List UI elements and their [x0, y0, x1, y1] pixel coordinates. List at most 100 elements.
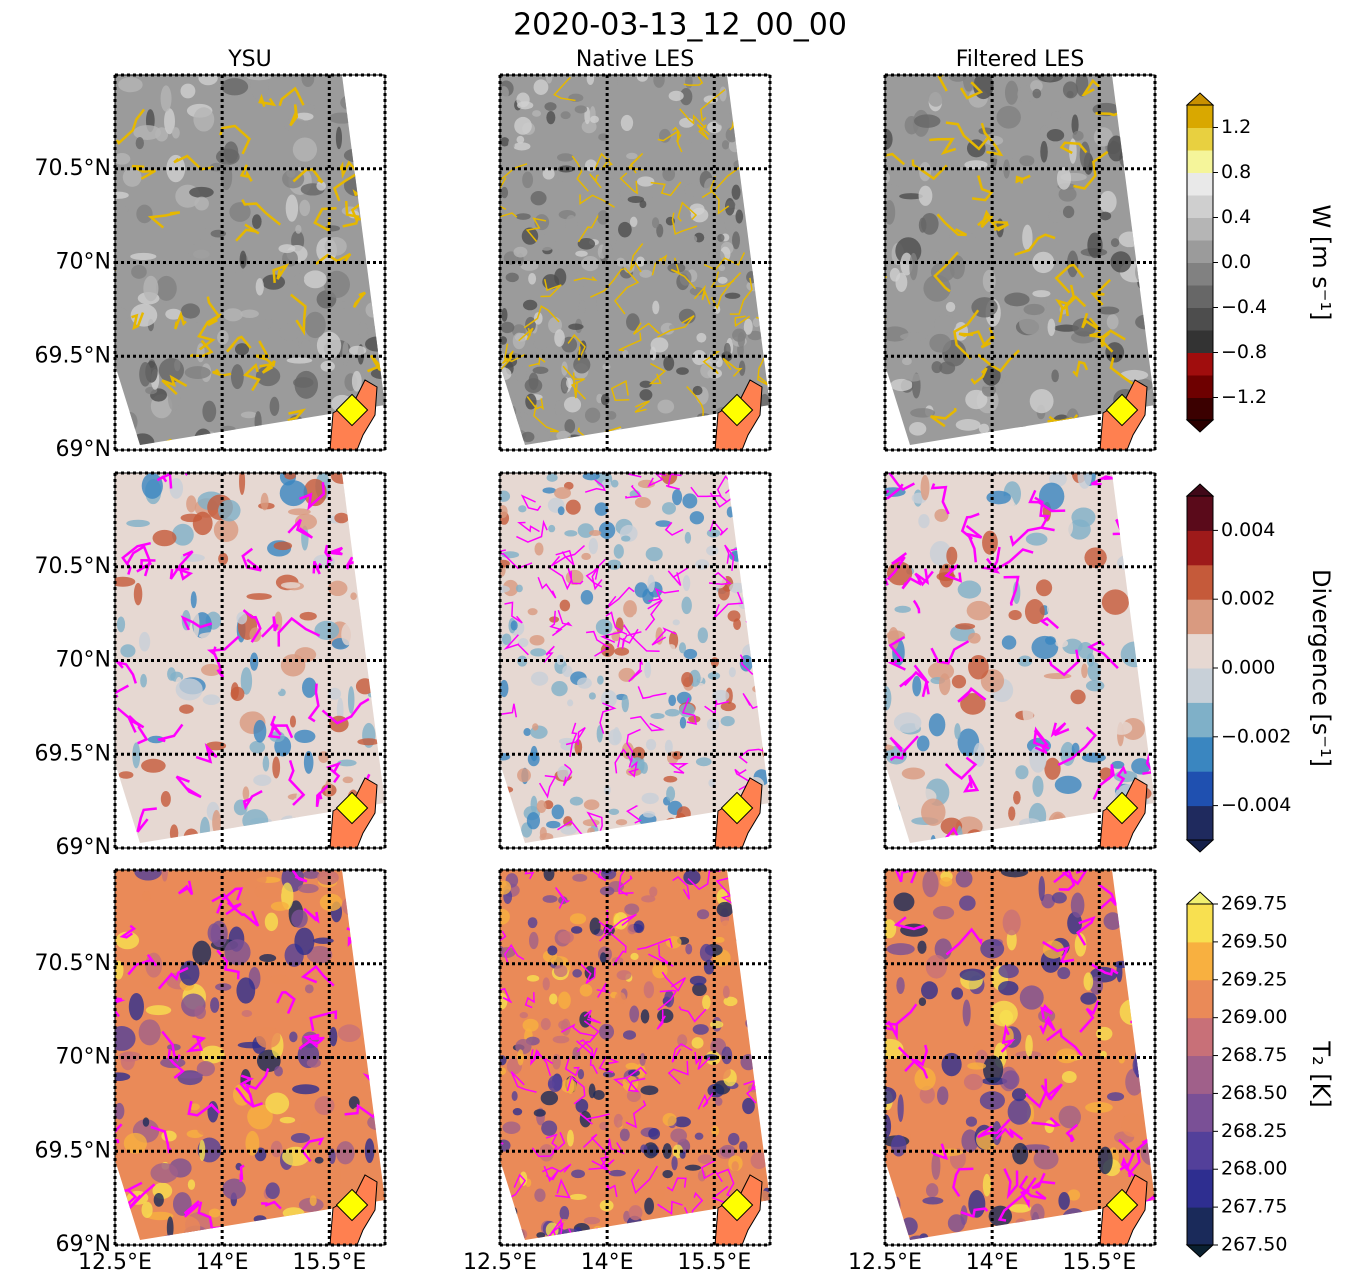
field-blob [542, 487, 557, 494]
field-blob [1029, 746, 1047, 773]
field-blob [539, 1144, 554, 1162]
field-blob [285, 194, 299, 222]
field-blob [269, 396, 280, 416]
field-blob [583, 1216, 601, 1225]
field-blob [1118, 480, 1134, 499]
field-blob [700, 362, 716, 379]
contour-line [701, 1159, 723, 1183]
field-blob [367, 928, 381, 936]
field-blob [171, 127, 180, 139]
field-blob [215, 983, 232, 991]
contour-line [944, 563, 962, 583]
field-blob [134, 870, 162, 881]
field-blob [931, 361, 943, 374]
field-blob [626, 1089, 641, 1103]
colorbar-segment [1187, 1055, 1213, 1094]
field-blob [355, 678, 375, 695]
field-blob [143, 275, 159, 302]
field-blob [167, 667, 176, 681]
field-blob [253, 719, 267, 743]
field-blob [1137, 276, 1146, 289]
contour-line [710, 271, 735, 288]
field-blob [222, 1178, 246, 1200]
field-blob [246, 593, 272, 600]
contour-line [542, 1163, 572, 1173]
field-blob [755, 1026, 769, 1044]
field-blob [964, 160, 988, 170]
contour-line [960, 1207, 989, 1219]
field-blob [1110, 721, 1133, 735]
field-blob [723, 342, 731, 357]
field-blob [202, 400, 217, 423]
contour-line [885, 309, 887, 338]
field-blob [129, 610, 153, 626]
contour-line [1079, 1000, 1100, 1033]
field-blob [684, 1164, 701, 1171]
field-blob [500, 321, 515, 334]
field-blob [304, 311, 326, 339]
field-blob [980, 669, 1005, 693]
colorbar-segment [1187, 633, 1213, 669]
field-blob [221, 78, 249, 96]
field-blob [1068, 519, 1091, 540]
contour-line [1033, 729, 1050, 756]
field-blob [672, 619, 680, 626]
field-blob [299, 199, 311, 217]
contour-line [677, 201, 698, 222]
field-blob [537, 429, 550, 445]
colorbar-tick-label: −0.004 [1221, 794, 1291, 816]
contour-line [981, 548, 1034, 571]
station-marker [1105, 791, 1139, 825]
field-blob [639, 1053, 646, 1066]
contour-line [1020, 1177, 1037, 1209]
field-blob [365, 302, 381, 318]
field-blob [1028, 802, 1047, 830]
contour-line [931, 1143, 949, 1161]
field-blob [600, 393, 610, 406]
field-blob [1058, 186, 1077, 202]
field-blob [1033, 1148, 1059, 1170]
field-blob [954, 723, 961, 740]
colorbar-extend-low [1185, 1244, 1215, 1258]
field-blob [583, 799, 600, 811]
field-blob [160, 790, 171, 807]
colorbar-frame [1186, 903, 1214, 1246]
contour-line [588, 1159, 615, 1171]
contour-line [261, 616, 279, 638]
contour-line [131, 312, 145, 331]
field-blob [337, 1024, 361, 1043]
contour-line [576, 1040, 598, 1075]
field-blob [738, 525, 756, 543]
colorbar-segment [1187, 736, 1213, 772]
contour-line [1025, 1078, 1048, 1109]
field-blob [293, 377, 314, 388]
field-blob [500, 992, 508, 1010]
field-blob [513, 246, 528, 258]
field-blob [587, 827, 595, 836]
field-blob [717, 233, 725, 242]
field-blob [505, 272, 519, 283]
field-blob [175, 1072, 204, 1079]
field-blob [1014, 1227, 1031, 1240]
contour-line [1059, 141, 1088, 155]
field-blob [922, 870, 939, 898]
field-blob [557, 765, 570, 781]
x-tick-label: 14°E [966, 1250, 1019, 1275]
field-blob [1071, 114, 1079, 135]
field-blob [668, 694, 677, 707]
station-marker [1105, 393, 1139, 427]
colorbar-tick-label: 268.25 [1221, 1120, 1287, 1142]
field-blob [962, 999, 971, 1027]
contour-line [115, 660, 137, 684]
field-blob [172, 523, 194, 546]
field-blob [636, 75, 648, 82]
field-blob [1007, 1098, 1031, 1125]
contour-line [119, 924, 137, 939]
field-blob [652, 300, 660, 315]
field-blob [513, 142, 531, 151]
field-blob [566, 279, 584, 297]
field-blob [115, 1072, 131, 1082]
field-blob [885, 1038, 904, 1060]
field-blob [747, 76, 762, 94]
field-blob [1068, 289, 1095, 311]
